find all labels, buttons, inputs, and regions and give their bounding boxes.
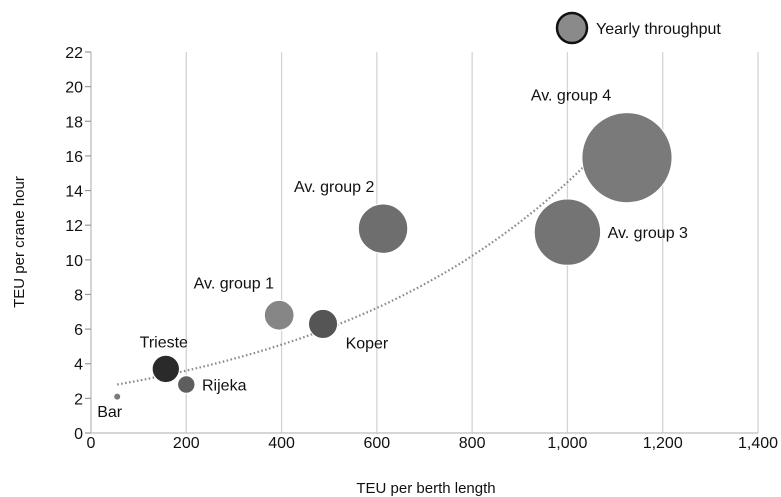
bubble [357,203,409,254]
x-tick-label: 1,200 [643,435,683,452]
x-tick-label: 1,400 [738,435,778,452]
x-tick-label: 600 [364,435,391,452]
bubble [177,375,196,394]
y-tick-label: 22 [65,45,83,62]
y-axis-title: TEU per crane hour [11,176,28,308]
y-tick-label: 2 [74,391,83,408]
bubble-label: Av. group 3 [608,225,688,242]
y-tick-label: 0 [74,426,83,443]
x-tick-label: 0 [87,435,96,452]
bubble-label: Bar [97,404,123,421]
bubble-label: Av. group 1 [194,275,274,292]
y-tick-label: 6 [74,322,83,339]
axes [85,51,758,434]
bubble [113,392,122,401]
y-tick-label: 4 [74,357,83,374]
y-tick-label: 20 [65,80,83,97]
y-tick-label: 16 [65,149,83,166]
y-tick-label: 8 [74,287,83,304]
bubble [307,308,339,339]
bubble [263,299,295,331]
bubble-label: Rijeka [202,378,247,395]
tick-labels: 0 2 4 6 8 10 12 14 16 18 20 22 0 200 400 600 800 1,000 1,2… [65,45,778,452]
y-tick-label: 18 [65,114,83,131]
x-tick-label: 200 [173,435,200,452]
grid-lines [185,52,759,433]
legend-bubble-icon [555,11,589,45]
bubble [151,354,180,384]
legend: Yearly throughput [555,11,721,45]
y-tick-label: 12 [65,218,83,235]
bubble [581,112,673,204]
bubble-label: Koper [346,335,389,352]
bubbles [113,112,673,401]
legend-label: Yearly throughput [596,21,721,38]
x-tick-label: 800 [459,435,486,452]
x-tick-label: 400 [268,435,295,452]
x-tick-label: 1,000 [547,435,587,452]
x-axis-title: TEU per berth length [356,480,495,497]
y-tick-label: 10 [65,253,83,270]
bubble-label: Av. group 2 [294,179,374,196]
bubble-label: Trieste [140,334,188,351]
bubble [533,198,602,266]
y-tick-label: 14 [65,184,83,201]
bubble-label: Av. group 4 [531,88,611,105]
bubble-labels: Bar Trieste Rijeka Av. group 1 Koper Av. grou… [97,88,688,422]
